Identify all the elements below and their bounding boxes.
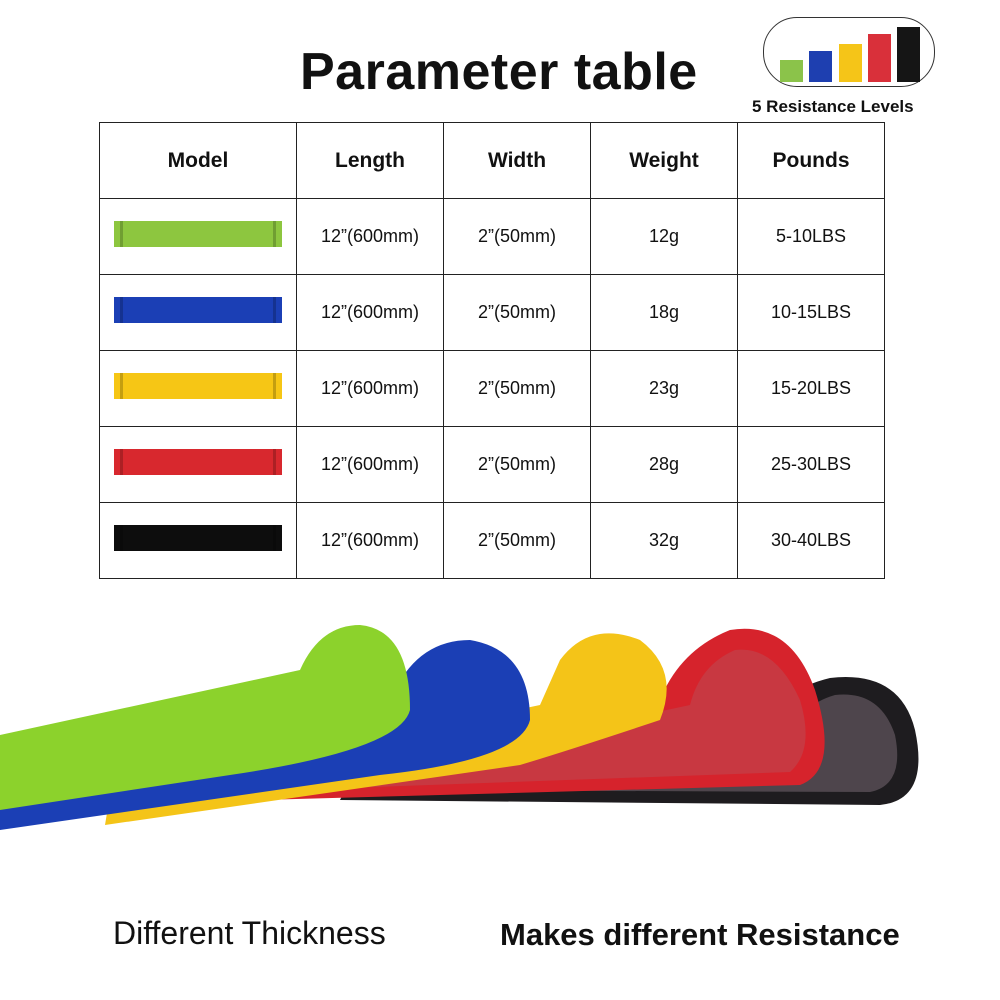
caption-left: Different Thickness [113, 915, 386, 951]
table-row: 12”(600mm) 2”(50mm) 32g 30-40LBS [99, 502, 885, 579]
header-model: Model [99, 122, 297, 199]
model-cell [99, 274, 297, 351]
header-weight: Weight [590, 122, 738, 199]
green-band [0, 625, 410, 810]
page-title: Parameter table [300, 43, 698, 101]
weight-cell: 18g [590, 274, 738, 351]
level-bar [780, 60, 803, 82]
resistance-bands-photo [0, 625, 919, 830]
width-cell: 2”(50mm) [443, 198, 591, 275]
parameter-table: Model Length Width Weight Pounds 12”(600… [99, 122, 885, 579]
width-cell: 2”(50mm) [443, 426, 591, 503]
level-bar [897, 27, 920, 82]
width-cell: 2”(50mm) [443, 274, 591, 351]
level-bar [868, 34, 891, 82]
caption-right: Makes different Resistance [500, 917, 900, 952]
length-cell: 12”(600mm) [296, 274, 444, 351]
length-cell: 12”(600mm) [296, 426, 444, 503]
weight-cell: 32g [590, 502, 738, 579]
band-swatch [114, 525, 282, 551]
width-cell: 2”(50mm) [443, 502, 591, 579]
table-row: 12”(600mm) 2”(50mm) 18g 10-15LBS [99, 274, 885, 351]
pounds-cell: 5-10LBS [737, 198, 885, 275]
model-cell [99, 198, 297, 275]
width-cell: 2”(50mm) [443, 350, 591, 427]
pounds-cell: 25-30LBS [737, 426, 885, 503]
length-cell: 12”(600mm) [296, 198, 444, 275]
band-swatch [114, 373, 282, 399]
band-swatch [114, 221, 282, 247]
table-header: Model Length Width Weight Pounds [99, 122, 885, 199]
table-row: 12”(600mm) 2”(50mm) 12g 5-10LBS [99, 198, 885, 275]
weight-cell: 12g [590, 198, 738, 275]
length-cell: 12”(600mm) [296, 502, 444, 579]
table-row: 12”(600mm) 2”(50mm) 28g 25-30LBS [99, 426, 885, 503]
level-bar [839, 44, 862, 82]
header-pounds: Pounds [737, 122, 885, 199]
resistance-levels-badge [763, 17, 935, 87]
resistance-levels-label: 5 Resistance Levels [752, 97, 914, 116]
model-cell [99, 426, 297, 503]
weight-cell: 23g [590, 350, 738, 427]
pounds-cell: 15-20LBS [737, 350, 885, 427]
header-width: Width [443, 122, 591, 199]
model-cell [99, 350, 297, 427]
pounds-cell: 30-40LBS [737, 502, 885, 579]
band-swatch [114, 297, 282, 323]
table-row: 12”(600mm) 2”(50mm) 23g 15-20LBS [99, 350, 885, 427]
level-bar [809, 51, 832, 82]
weight-cell: 28g [590, 426, 738, 503]
header-length: Length [296, 122, 444, 199]
length-cell: 12”(600mm) [296, 350, 444, 427]
model-cell [99, 502, 297, 579]
band-swatch [114, 449, 282, 475]
pounds-cell: 10-15LBS [737, 274, 885, 351]
